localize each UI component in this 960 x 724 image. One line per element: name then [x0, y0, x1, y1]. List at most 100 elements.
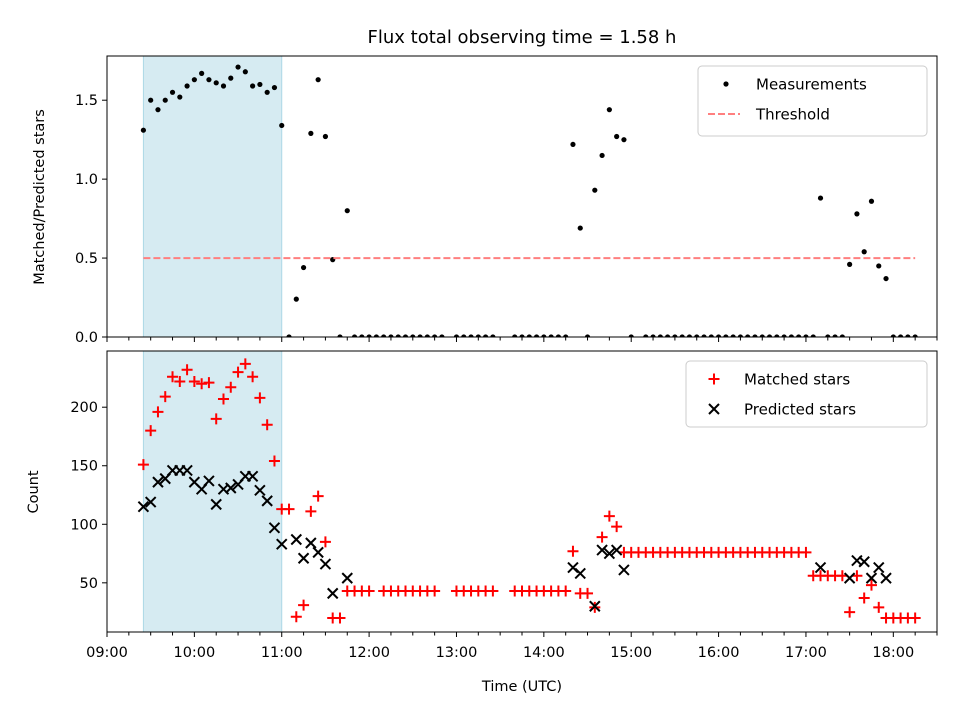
- matched-star-point: [254, 392, 266, 404]
- measurement-point: [723, 334, 729, 337]
- measurement-point: [250, 83, 256, 89]
- measurement-point: [825, 334, 831, 337]
- predicted-star-point: [144, 496, 157, 508]
- measurement-point: [475, 334, 481, 337]
- measurement-point: [832, 334, 838, 337]
- measurement-point: [788, 334, 794, 337]
- matched-star-point: [582, 587, 594, 599]
- bottom-x-axis: 09:00 10:00 11:00 12:00 13:00 14:00 15:00 16:00…: [86, 632, 938, 661]
- predicted-star-point: [589, 600, 601, 612]
- measurement-point: [606, 107, 612, 113]
- measurement-point: [592, 187, 598, 193]
- predicted-star-point: [203, 475, 215, 487]
- measurement-point: [206, 77, 212, 83]
- predicted-star-point: [574, 567, 586, 580]
- matched-star-point: [844, 606, 856, 618]
- predicted-star-point: [319, 558, 332, 570]
- top-panel-ylabel: Matched/Predicted stars: [32, 109, 48, 285]
- matched-star-point: [145, 425, 157, 437]
- matched-star-point: [217, 393, 229, 405]
- measurement-point: [694, 334, 700, 337]
- y-tick-label: 1.0: [75, 172, 98, 188]
- matched-star-point: [603, 510, 615, 522]
- predicted-star-point: [276, 538, 288, 550]
- measurement-point: [563, 334, 569, 337]
- measurement-point: [191, 77, 197, 83]
- measurement-point: [140, 127, 147, 133]
- x-tick-label: 14:00: [523, 645, 565, 661]
- measurement-point: [781, 334, 787, 337]
- predicted-star-point: [137, 501, 150, 513]
- measurement-point: [584, 334, 591, 337]
- y-tick-label: 0.0: [75, 330, 98, 346]
- measurement-point: [242, 69, 248, 75]
- measurement-point: [897, 334, 904, 337]
- predicted-star-point: [326, 587, 339, 600]
- measurement-point: [730, 334, 736, 337]
- matched-star-point: [159, 391, 171, 403]
- predicted-star-point: [225, 482, 237, 494]
- x-tick-label: 10:00: [173, 645, 215, 661]
- matched-star-point: [283, 503, 295, 515]
- predicted-star-point: [880, 572, 892, 584]
- matched-star-point: [319, 536, 331, 548]
- measurement-point: [337, 334, 343, 337]
- measurement-point: [388, 334, 394, 337]
- y-tick-label: 150: [70, 459, 98, 475]
- measurement-point: [912, 334, 918, 337]
- top-y-axis: 0.0 0.5 1.0 1.5: [75, 93, 107, 346]
- matched-star-point: [596, 531, 608, 543]
- measurement-point: [344, 208, 350, 214]
- matched-star-point: [232, 366, 244, 378]
- y-tick-label: 200: [70, 400, 98, 416]
- matched-star-point: [268, 455, 280, 467]
- measurement-point: [628, 334, 634, 337]
- matched-star-point: [567, 545, 579, 557]
- bottom-y-axis: 50 100 150 200: [70, 400, 107, 592]
- predicted-star-point: [312, 546, 324, 559]
- measurement-point: [424, 334, 430, 337]
- legend-label: Measurements: [756, 76, 867, 94]
- matched-star-point: [290, 611, 302, 623]
- matched-star-point: [196, 378, 208, 390]
- legend-label: Predicted stars: [744, 401, 856, 419]
- matched-star-point: [261, 419, 273, 431]
- measurement-point: [366, 334, 372, 337]
- measurement-point: [555, 334, 562, 337]
- matched-star-point: [865, 579, 877, 591]
- measurement-point: [548, 334, 554, 337]
- predicted-star-point: [873, 561, 885, 574]
- matched-star-point: [312, 490, 324, 502]
- matched-star-point: [298, 599, 310, 611]
- matched-star-point: [611, 521, 623, 533]
- measurement-point: [432, 334, 438, 337]
- measurement-point: [155, 107, 161, 113]
- y-tick-label: 1.5: [75, 93, 98, 109]
- measurement-point: [621, 137, 627, 143]
- measurement-point: [614, 133, 620, 140]
- measurement-point: [512, 334, 518, 337]
- matched-star-point: [174, 375, 186, 387]
- matched-star-point: [210, 413, 222, 425]
- measurement-point: [759, 334, 765, 337]
- measurement-point: [279, 122, 285, 129]
- legend-measurement-swatch: [723, 81, 729, 87]
- predicted-star-point: [610, 544, 623, 556]
- measurement-point: [533, 334, 540, 337]
- top-series-0: [140, 64, 918, 337]
- measurement-point: [271, 84, 278, 91]
- measurement-point: [169, 89, 176, 95]
- matched-star-point: [225, 381, 237, 393]
- measurement-point: [810, 334, 816, 337]
- measurement-point: [439, 334, 445, 337]
- matched-star-point: [858, 592, 870, 604]
- measurement-point: [876, 263, 882, 269]
- measurement-point: [482, 334, 489, 337]
- legend-box: [685, 360, 928, 428]
- legend-predicted-swatch: [708, 403, 720, 415]
- predicted-star-point: [843, 572, 856, 584]
- measurement-point: [213, 80, 219, 86]
- predicted-star-point: [268, 522, 281, 534]
- y-tick-label: 50: [80, 576, 98, 592]
